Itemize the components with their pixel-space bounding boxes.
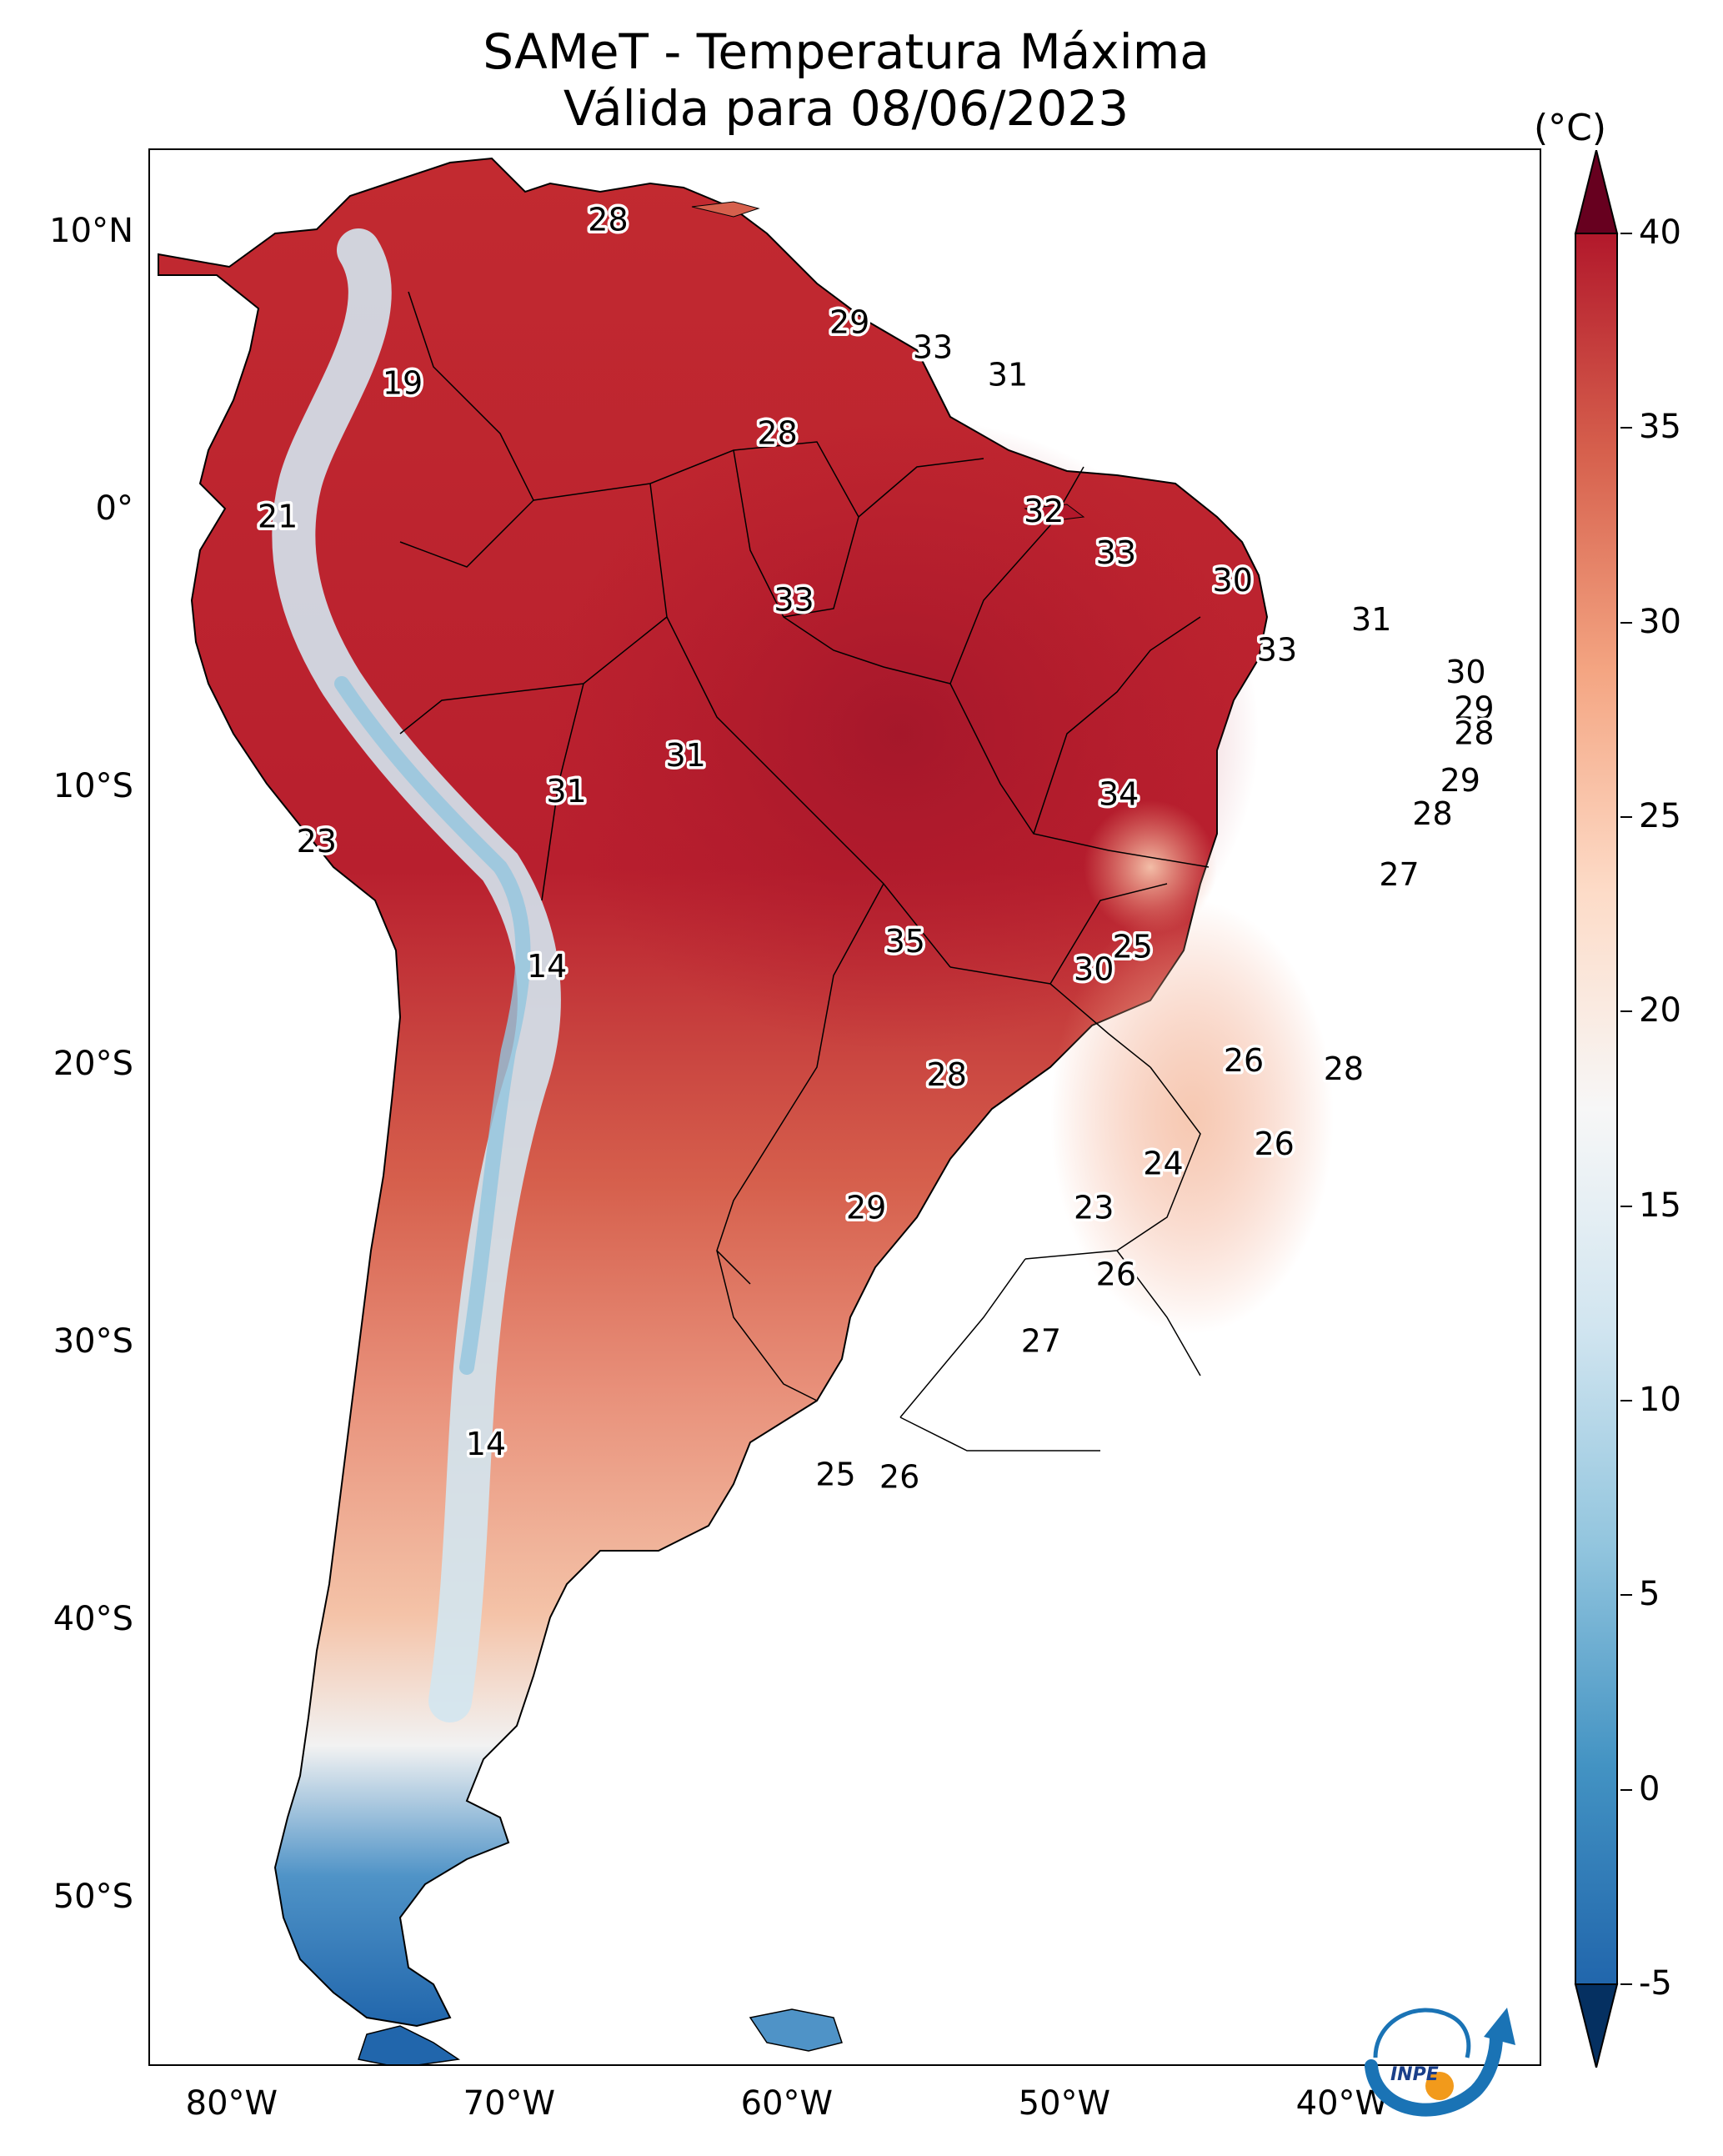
map-subtitle: Válida para 08/06/2023 [563, 80, 1129, 137]
temperature-label: 26 [879, 1459, 919, 1496]
marajo-island [1024, 504, 1085, 522]
colorbar-tick-label: 10 [1639, 1381, 1681, 1419]
temperature-label: 29 [1440, 762, 1480, 799]
temperature-label: 28 [927, 1056, 967, 1093]
temperature-label: 28 [757, 415, 797, 452]
temperature-label: 28 [1454, 714, 1494, 751]
colorbar-tick-mark [1620, 621, 1632, 624]
temperature-label: 26 [1254, 1126, 1294, 1162]
latitude-tick-label: 10°S [53, 766, 133, 805]
temperature-label: 35 [885, 923, 925, 960]
southeast-highlands [1050, 900, 1334, 1334]
temperature-label: 30 [1074, 950, 1114, 987]
temperature-label: 28 [1412, 795, 1452, 832]
tierra-del-fuego [358, 2025, 461, 2064]
colorbar-tick-mark [1620, 233, 1632, 234]
colorbar-tick-label: 20 [1639, 991, 1681, 1030]
longitude-tick-label: 70°W [463, 2084, 556, 2123]
colorbar-tick-label: 0 [1639, 1769, 1660, 1808]
logo-text: INPE [1390, 2064, 1439, 2085]
temperature-label: 33 [1257, 631, 1297, 668]
temperature-label: 23 [297, 823, 337, 860]
colorbar-tick-mark [1620, 427, 1632, 429]
temperature-label: 33 [774, 581, 814, 618]
colorbar-unit: (°C) [1534, 107, 1607, 149]
longitude-tick-label: 50°W [1018, 2084, 1111, 2123]
colorbar-tick-mark [1620, 1594, 1632, 1597]
longitude-tick-label: 80°W [185, 2084, 278, 2123]
state-borders [399, 291, 1210, 1452]
temperature-label: 29 [829, 303, 869, 340]
colorbar [1574, 150, 1619, 2068]
temperature-label: 27 [1379, 856, 1419, 893]
colorbar-tick-label: 30 [1639, 602, 1681, 641]
temperature-label: 31 [666, 737, 706, 774]
temperature-label: 29 [846, 1190, 886, 1226]
temperature-label: 29 [1454, 689, 1494, 726]
colorbar-min-extend [1574, 1983, 1619, 2068]
latitude-tick-label: 10°N [49, 211, 133, 250]
latitude-tick-label: 50°S [53, 1877, 133, 1916]
colorbar-tick-mark [1620, 1010, 1632, 1013]
colorbar-tick-label: 35 [1639, 408, 1681, 447]
colorbar-gradient [1575, 233, 1618, 1985]
caribbean-islands [691, 201, 760, 218]
temperature-label: 19 [383, 365, 423, 402]
temperature-label: 24 [1143, 1145, 1183, 1181]
temperature-label: 32 [1024, 493, 1064, 529]
latitude-tick-label: 30°S [53, 1321, 133, 1361]
temperature-label: 28 [1324, 1050, 1364, 1087]
colorbar-tick-mark [1620, 1788, 1632, 1791]
temperature-label: 30 [1213, 562, 1253, 599]
colorbar-tick-label: 5 [1639, 1575, 1660, 1614]
temperature-label: 31 [1351, 601, 1391, 638]
temperature-label: 23 [1074, 1190, 1114, 1226]
temperature-label: 27 [1021, 1323, 1061, 1360]
colorbar-tick-mark [1620, 1400, 1632, 1401]
temperature-label: 33 [1096, 534, 1136, 571]
colorbar-tick-label: 15 [1639, 1186, 1681, 1225]
longitude-tick-label: 40°W [1295, 2084, 1389, 2123]
temperature-label: 25 [1113, 929, 1153, 965]
colorbar-tick-label: 40 [1639, 213, 1681, 252]
temperature-label: 28 [588, 201, 628, 238]
temperature-label: 30 [1445, 654, 1485, 690]
temperature-label: 25 [815, 1456, 855, 1492]
map-title: SAMeT - Temperatura Máxima [483, 23, 1210, 80]
inpe-logo: INPE [1365, 2008, 1515, 2117]
colorbar-max-extend [1574, 150, 1619, 234]
temperature-label: 14 [466, 1426, 506, 1462]
hot-region [542, 417, 1259, 1050]
temperature-label: 26 [1224, 1042, 1264, 1079]
colorbar-tick-mark [1620, 1983, 1632, 1985]
latitude-tick-label: 40°S [53, 1599, 133, 1638]
colorbar-tick-label: -5 [1639, 1964, 1672, 2003]
longitude-tick-label: 60°W [740, 2084, 834, 2123]
temperature-label: 33 [913, 328, 953, 365]
andes-high-peaks [334, 676, 531, 1375]
colorbar-tick-mark [1620, 816, 1632, 818]
latitude-tick-label: 20°S [53, 1044, 133, 1083]
falkland-islands [749, 2008, 843, 2052]
temperature-label: 26 [1096, 1256, 1136, 1293]
map-area[interactable]: 28 19 29 33 31 28 21 32 33 30 33 31 33 30 29 28 31 31 34 29… [148, 148, 1541, 2066]
colorbar-tick-label: 25 [1639, 797, 1681, 835]
temperature-label: 31 [546, 773, 586, 810]
latitude-tick-label: 0° [95, 489, 133, 528]
temperature-label: 34 [1099, 776, 1139, 813]
colorbar-tick-mark [1620, 1205, 1632, 1207]
temperature-label: 14 [527, 948, 567, 985]
temperature-label: 31 [988, 357, 1028, 394]
temperature-label: 21 [258, 499, 298, 535]
bahia-highlands [1084, 800, 1217, 934]
